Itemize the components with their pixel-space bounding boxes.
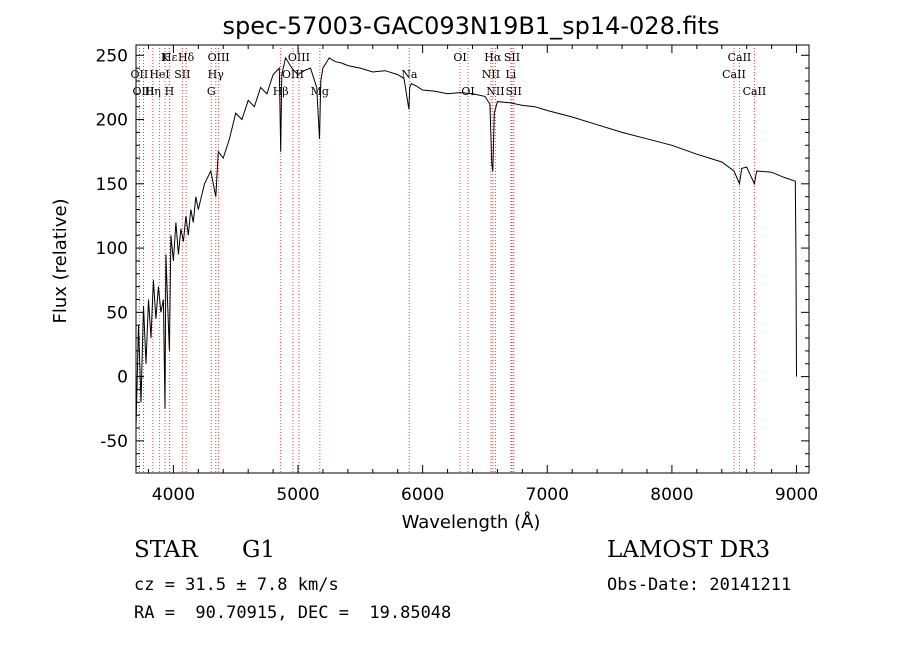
object-subclass: G1 <box>242 537 276 563</box>
spectrum-line <box>135 56 797 429</box>
spectral-line-label: OIII <box>132 85 154 98</box>
y-axis-label: Flux (relative) <box>50 198 71 323</box>
spectral-line-label: SII <box>504 51 520 64</box>
spectral-line-label: OIII <box>282 68 304 81</box>
x-tick-label: 7000 <box>526 485 569 505</box>
spectral-line-label: OII <box>131 68 149 81</box>
spectral-line-label: Na <box>401 68 418 81</box>
spectral-line-label: OI <box>461 85 474 98</box>
coordinates-text: RA = 90.70915, DEC = 19.85048 <box>134 603 452 623</box>
spectral-line-label: Li <box>505 68 516 81</box>
x-axis-ticks: 4000 5000 6000 7000 8000 9000 <box>147 45 818 505</box>
spectral-line-label: CaII <box>722 68 746 81</box>
x-axis-label: Wavelength (Å) <box>402 511 541 533</box>
spectral-line-label: OIII <box>208 51 230 64</box>
y-axis-ticks: -50 0 50 100 150 200 250 <box>96 46 809 468</box>
x-tick-label: 5000 <box>276 485 319 505</box>
spectral-line-label: Hβ <box>273 85 289 98</box>
spectral-line-label: OIII <box>288 51 310 64</box>
chart-title: spec-57003-GAC093N19B1_sp14-028.fits <box>222 12 719 40</box>
x-tick-label: 4000 <box>152 485 195 505</box>
spectral-line-label: OI <box>453 51 466 64</box>
spectral-line-label: HeI <box>149 68 169 81</box>
y-tick-label: 0 <box>117 368 128 388</box>
spectral-line-label: H <box>165 85 175 98</box>
spectral-line-label: Hε <box>162 51 178 64</box>
spectral-line-label: Mg <box>311 85 329 98</box>
survey-name: LAMOST DR3 <box>607 537 771 563</box>
y-tick-label: 250 <box>96 46 128 66</box>
spectral-line-label: Hα <box>484 51 502 64</box>
spectral-line-label: CaII <box>728 51 752 64</box>
spectral-line-label: CaII <box>743 85 767 98</box>
spectral-line-label: K <box>161 51 170 64</box>
spectral-line-label: Hγ <box>208 68 225 81</box>
spectral-line-label: G <box>207 85 216 98</box>
redshift-text: cz = 31.5 ± 7.8 km/s <box>134 575 339 595</box>
spectral-line-markers <box>138 45 755 473</box>
spectral-line-label: NII <box>482 68 500 81</box>
obs-date-text: Obs-Date: 20141211 <box>607 575 792 595</box>
y-tick-label: 150 <box>96 175 128 195</box>
x-tick-label: 9000 <box>775 485 818 505</box>
y-tick-label: 50 <box>106 303 128 323</box>
spectral-line-label: Hδ <box>178 51 195 64</box>
x-tick-label: 6000 <box>401 485 444 505</box>
plot-frame <box>135 44 810 474</box>
spectral-line-label: SII <box>506 85 522 98</box>
spectral-line-label: NII <box>486 85 504 98</box>
y-tick-label: 200 <box>96 111 128 131</box>
x-tick-label: 8000 <box>650 485 693 505</box>
spectral-line-label: SII <box>174 68 190 81</box>
y-tick-label: 100 <box>96 239 128 259</box>
spectral-line-label: Hη <box>145 85 161 98</box>
y-tick-label: -50 <box>100 432 128 452</box>
object-class: STAR <box>134 537 198 563</box>
